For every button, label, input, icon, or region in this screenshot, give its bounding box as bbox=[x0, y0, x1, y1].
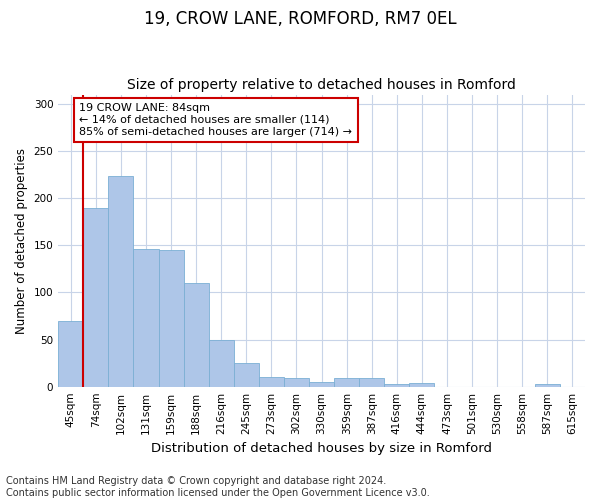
Bar bbox=[259, 378, 284, 386]
Bar bbox=[109, 176, 133, 386]
Y-axis label: Number of detached properties: Number of detached properties bbox=[15, 148, 28, 334]
Bar bbox=[209, 340, 234, 386]
Bar bbox=[309, 382, 334, 386]
X-axis label: Distribution of detached houses by size in Romford: Distribution of detached houses by size … bbox=[151, 442, 492, 455]
Text: 19 CROW LANE: 84sqm
← 14% of detached houses are smaller (114)
85% of semi-detac: 19 CROW LANE: 84sqm ← 14% of detached ho… bbox=[79, 104, 352, 136]
Title: Size of property relative to detached houses in Romford: Size of property relative to detached ho… bbox=[127, 78, 516, 92]
Bar bbox=[359, 378, 385, 386]
Bar bbox=[58, 320, 83, 386]
Bar bbox=[158, 250, 184, 386]
Bar bbox=[409, 383, 434, 386]
Bar bbox=[184, 283, 209, 387]
Bar bbox=[535, 384, 560, 386]
Bar bbox=[234, 363, 259, 386]
Bar bbox=[385, 384, 409, 386]
Bar bbox=[284, 378, 309, 386]
Text: Contains HM Land Registry data © Crown copyright and database right 2024.
Contai: Contains HM Land Registry data © Crown c… bbox=[6, 476, 430, 498]
Text: 19, CROW LANE, ROMFORD, RM7 0EL: 19, CROW LANE, ROMFORD, RM7 0EL bbox=[143, 10, 457, 28]
Bar bbox=[83, 208, 109, 386]
Bar bbox=[334, 378, 359, 386]
Bar bbox=[133, 249, 158, 386]
